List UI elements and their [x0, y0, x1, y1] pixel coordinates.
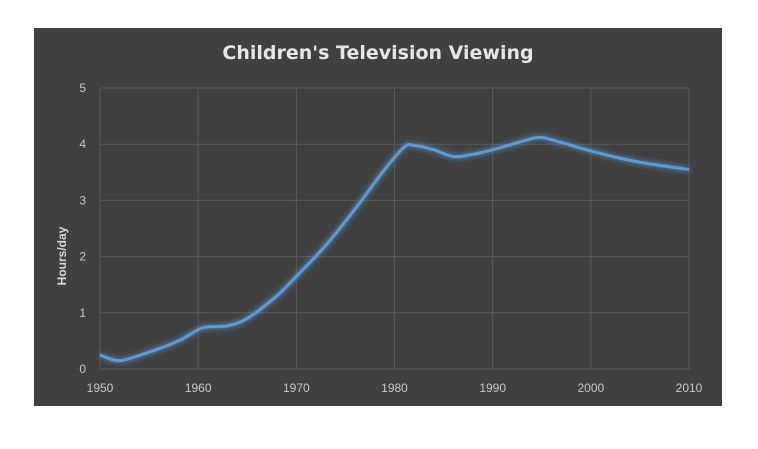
series-line — [99, 135, 690, 363]
chart-title: Children's Television Viewing — [222, 42, 534, 64]
plot-area: 0 1 2 3 4 5 1950 1960 1970 1980 1990 2000 2010 — [79, 81, 703, 395]
x-tick-label: 2010 — [676, 381, 703, 395]
x-tick-label: 1990 — [479, 381, 506, 395]
y-tick-label: 5 — [79, 81, 86, 95]
y-tick-label: 2 — [79, 250, 86, 264]
x-tick-label: 1960 — [185, 381, 212, 395]
x-tick-label: 1970 — [283, 381, 310, 395]
y-tick-label: 0 — [79, 362, 86, 376]
x-tick-label: 2000 — [577, 381, 604, 395]
x-tick-label: 1950 — [87, 381, 114, 395]
y-tick-label: 1 — [79, 306, 86, 320]
y-tick-label: 3 — [79, 193, 86, 207]
chart-panel: Children's Television Viewing Hours/day … — [34, 28, 722, 406]
x-tick-label: 1980 — [381, 381, 408, 395]
y-tick-label: 4 — [79, 137, 86, 151]
